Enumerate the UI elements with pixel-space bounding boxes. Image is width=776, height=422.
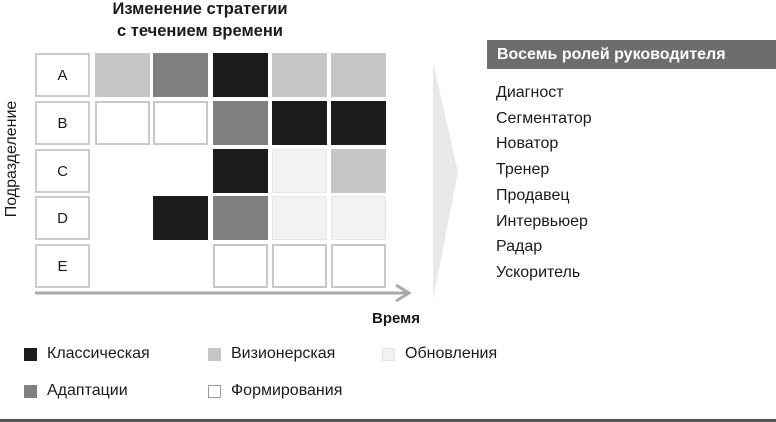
- diagram-title: Изменение стратегии с течением времени: [60, 0, 340, 42]
- grid-cell: [272, 244, 327, 288]
- grid-cell: [213, 244, 268, 288]
- grid-cell: [213, 196, 268, 240]
- legend-label: Формирования: [231, 382, 343, 399]
- grid-cell: [331, 101, 386, 145]
- grid-cell: [272, 101, 327, 145]
- grid-cell: [331, 196, 386, 240]
- legend-swatch: [208, 347, 221, 361]
- row-label-d: D: [35, 196, 90, 240]
- grid-cell: [331, 53, 386, 97]
- grid-cell: [213, 53, 268, 97]
- legend-label: Классическая: [47, 345, 150, 362]
- role-item: Диагност: [496, 84, 564, 101]
- legend-item: Визионерская: [208, 345, 335, 363]
- row-label-b: B: [35, 101, 90, 145]
- grid-cell: [331, 244, 386, 288]
- time-arrow: [35, 283, 412, 302]
- row-label-e: E: [35, 244, 90, 288]
- roles-list: Диагност Сегментатор Новатор Тренер Продавец…: [496, 80, 592, 286]
- grid-cell: [153, 196, 208, 240]
- grid-cell: [213, 101, 268, 145]
- legend-item: Адаптации: [24, 382, 128, 400]
- legend-item: Классическая: [24, 345, 150, 363]
- role-item: Новатор: [496, 135, 559, 153]
- roles-header: Восемь ролей руководителя: [487, 40, 776, 69]
- grid-cell: [95, 101, 150, 145]
- chevron-arrow-icon: [433, 62, 458, 300]
- legend-swatch: [208, 384, 221, 398]
- title-line-1: Изменение стратегии: [112, 0, 288, 18]
- role-item: Ускоритель: [496, 263, 581, 281]
- bottom-divider: [0, 419, 776, 422]
- legend-swatch: [24, 347, 37, 361]
- grid-cell: [95, 53, 150, 97]
- x-axis-label: Время: [372, 310, 420, 327]
- legend-label: Обновления: [405, 345, 498, 362]
- legend-label: Визионерская: [231, 345, 336, 362]
- role-item: Сегментатор: [496, 109, 592, 127]
- grid-cell: [153, 101, 208, 145]
- role-item: Тренер: [496, 161, 550, 179]
- grid-cell: [153, 53, 208, 97]
- row-label-c: C: [35, 149, 90, 193]
- legend-label: Адаптации: [47, 382, 128, 399]
- row-label-a: A: [35, 53, 90, 97]
- y-axis-label: Подразделение: [3, 100, 20, 218]
- title-line-2: с течением времени: [117, 22, 283, 40]
- role-item: Продавец: [496, 186, 570, 204]
- role-item: Радар: [496, 238, 543, 256]
- grid-cell: [272, 196, 327, 240]
- role-item: Интервьюер: [496, 212, 588, 230]
- grid-cell: [331, 149, 386, 193]
- legend-item: Обновления: [382, 345, 497, 363]
- grid-cell: [272, 53, 327, 97]
- grid-cell: [272, 149, 327, 193]
- grid-cell: [213, 149, 268, 193]
- legend-item: Формирования: [208, 382, 342, 400]
- legend-swatch: [24, 384, 37, 398]
- legend-swatch: [382, 347, 395, 361]
